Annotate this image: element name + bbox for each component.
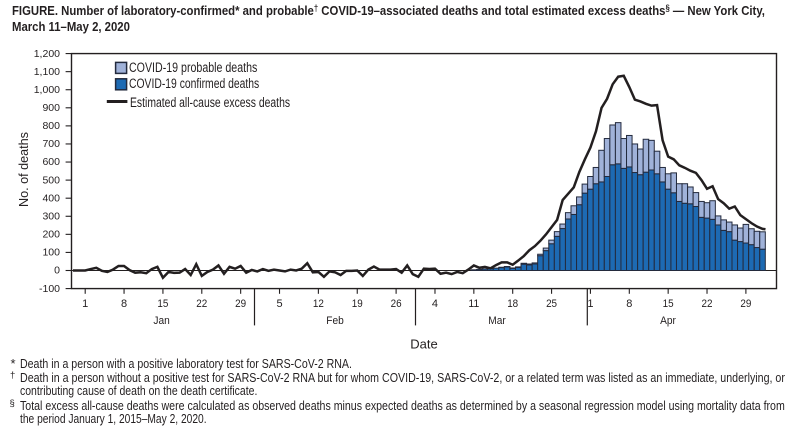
svg-text:Mar: Mar [488, 315, 506, 328]
svg-text:-100: -100 [39, 283, 60, 295]
svg-text:0: 0 [54, 265, 60, 277]
svg-text:8: 8 [626, 298, 632, 310]
svg-text:22: 22 [196, 298, 207, 310]
svg-text:12: 12 [313, 298, 324, 310]
svg-text:500: 500 [42, 174, 60, 186]
svg-text:18: 18 [507, 298, 518, 310]
svg-text:100: 100 [42, 247, 60, 259]
svg-text:No. of deaths: No. of deaths [16, 132, 31, 207]
svg-text:4: 4 [432, 298, 438, 310]
svg-text:8: 8 [121, 298, 127, 310]
svg-text:26: 26 [391, 298, 402, 310]
svg-text:1: 1 [587, 298, 593, 310]
svg-text:600: 600 [42, 156, 60, 168]
svg-text:300: 300 [42, 210, 60, 222]
svg-text:1: 1 [82, 298, 88, 310]
svg-text:900: 900 [42, 102, 60, 114]
svg-text:Date: Date [410, 337, 437, 352]
svg-text:800: 800 [42, 120, 60, 132]
svg-text:Apr: Apr [660, 315, 676, 328]
svg-text:25: 25 [546, 298, 557, 310]
svg-text:11: 11 [468, 298, 479, 310]
svg-text:5: 5 [276, 298, 282, 310]
svg-text:1,100: 1,100 [34, 66, 60, 78]
svg-text:29: 29 [740, 298, 751, 310]
svg-text:Jan: Jan [153, 315, 169, 328]
svg-text:19: 19 [352, 298, 363, 310]
svg-text:29: 29 [235, 298, 246, 310]
svg-text:1,000: 1,000 [34, 84, 60, 96]
svg-text:400: 400 [42, 192, 60, 204]
svg-text:200: 200 [42, 229, 60, 241]
svg-text:Feb: Feb [326, 315, 344, 328]
svg-text:700: 700 [42, 138, 60, 150]
svg-text:1,200: 1,200 [34, 48, 60, 60]
svg-text:22: 22 [702, 298, 713, 310]
svg-text:15: 15 [157, 298, 168, 310]
svg-text:15: 15 [663, 298, 674, 310]
